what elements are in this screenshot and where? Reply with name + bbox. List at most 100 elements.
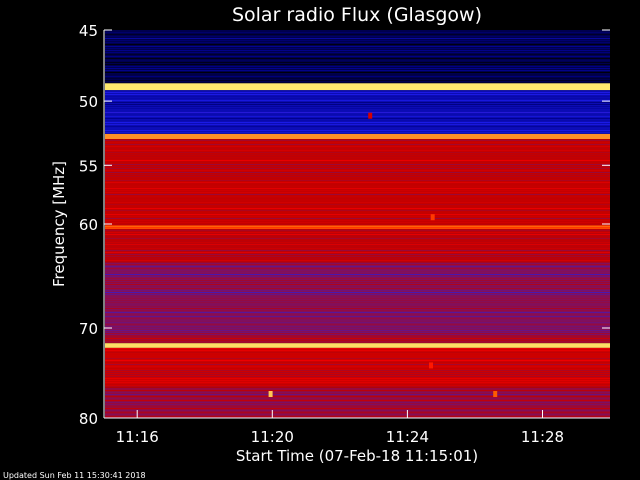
- channel-stripe: [105, 290, 610, 291]
- channel-stripe: [105, 376, 610, 377]
- channel-stripe: [105, 214, 610, 215]
- channel-stripe: [105, 324, 610, 325]
- channel-stripe: [105, 172, 610, 173]
- burst-spot: [430, 214, 435, 221]
- channel-stripe: [105, 64, 610, 65]
- channel-stripe: [105, 356, 610, 357]
- channel-stripe: [105, 354, 610, 355]
- channel-stripe: [105, 320, 610, 321]
- channel-stripe: [105, 212, 610, 213]
- channel-stripe: [105, 34, 610, 35]
- channel-stripe: [105, 100, 610, 101]
- channel-stripe: [105, 220, 610, 221]
- channel-stripe: [105, 196, 610, 197]
- frequency-band: [105, 83, 610, 91]
- y-ticks: 45 50 55 60 70 80: [79, 22, 610, 428]
- channel-stripe: [105, 370, 610, 371]
- channel-stripe: [105, 326, 610, 327]
- channel-stripe: [105, 66, 610, 67]
- channel-stripe: [105, 256, 610, 257]
- channel-stripe: [105, 400, 610, 401]
- channel-stripe: [105, 116, 610, 117]
- channel-stripe: [105, 336, 610, 337]
- channel-stripe: [105, 408, 610, 409]
- channel-stripe: [105, 108, 610, 109]
- channel-stripe: [105, 194, 610, 195]
- x-tick-label: 11:24: [386, 428, 429, 446]
- channel-stripe: [105, 388, 610, 389]
- channel-stripe: [105, 244, 610, 245]
- channel-stripe: [105, 50, 610, 51]
- x-tick-label: 11:28: [521, 428, 564, 446]
- channel-stripe: [105, 284, 610, 285]
- channel-stripe: [105, 332, 610, 333]
- channel-stripe: [105, 296, 610, 297]
- frequency-band: [105, 133, 610, 140]
- x-tick-label: 11:20: [251, 428, 294, 446]
- y-tick-label: 50: [79, 93, 98, 111]
- frequency-band: [105, 347, 610, 388]
- channel-stripe: [105, 216, 610, 217]
- channel-stripe: [105, 342, 610, 343]
- channel-stripe: [105, 262, 610, 263]
- y-tick-label: 70: [79, 320, 98, 338]
- y-tick-label: 80: [79, 410, 98, 428]
- channel-stripe: [105, 412, 610, 413]
- channel-stripe: [105, 46, 610, 47]
- channel-stripe: [105, 170, 610, 171]
- channel-stripe: [105, 190, 610, 191]
- channel-stripe: [105, 176, 610, 177]
- channel-stripe: [105, 32, 610, 33]
- channel-stripe: [105, 52, 610, 53]
- channel-stripe: [105, 164, 610, 165]
- channel-stripe: [105, 102, 610, 103]
- channel-stripe: [105, 150, 610, 151]
- channel-stripe: [105, 130, 610, 131]
- channel-stripe: [105, 112, 610, 113]
- channel-stripe: [105, 318, 610, 319]
- channel-stripe: [105, 304, 610, 305]
- x-axis-label: Start Time (07-Feb-18 11:15:01): [236, 447, 478, 465]
- burst-spot: [429, 362, 433, 369]
- hotspots-layer: [268, 112, 498, 397]
- channel-stripe: [105, 404, 610, 405]
- channel-stripe: [105, 62, 610, 63]
- burst-spot: [493, 391, 498, 397]
- channel-stripe: [105, 348, 610, 349]
- channel-stripe: [105, 230, 610, 231]
- channel-stripe: [105, 396, 610, 397]
- channel-stripe: [105, 298, 610, 299]
- channel-stripe: [105, 382, 610, 383]
- channel-stripe: [105, 160, 610, 161]
- channel-stripe: [105, 312, 610, 313]
- channel-stripe: [105, 322, 610, 323]
- channel-stripe: [105, 310, 610, 311]
- channel-stripe: [105, 260, 610, 261]
- channel-stripe: [105, 380, 610, 381]
- channel-stripe: [105, 314, 610, 315]
- channel-stripe: [105, 350, 610, 351]
- channel-stripe: [105, 140, 610, 141]
- frequency-band: [105, 332, 610, 344]
- channel-stripe: [105, 238, 610, 239]
- channel-stripe: [105, 148, 610, 149]
- y-tick-label: 45: [79, 22, 98, 40]
- channel-stripe: [105, 386, 610, 387]
- channel-stripe: [105, 390, 610, 391]
- burst-spot: [268, 391, 273, 397]
- channel-stripe: [105, 258, 610, 259]
- channel-stripe: [105, 58, 610, 59]
- channel-stripe: [105, 264, 610, 265]
- channel-stripe: [105, 250, 610, 251]
- channel-stripe: [105, 178, 610, 179]
- channel-stripe: [105, 68, 610, 69]
- channel-stripe: [105, 162, 610, 163]
- channel-stripe: [105, 358, 610, 359]
- channel-stripe: [105, 288, 610, 289]
- channel-stripe: [105, 122, 610, 123]
- channel-stripe: [105, 166, 610, 167]
- channel-stripe: [105, 110, 610, 111]
- y-tick-label: 55: [79, 157, 98, 175]
- channel-stripe: [105, 300, 610, 301]
- channel-stripe: [105, 402, 610, 403]
